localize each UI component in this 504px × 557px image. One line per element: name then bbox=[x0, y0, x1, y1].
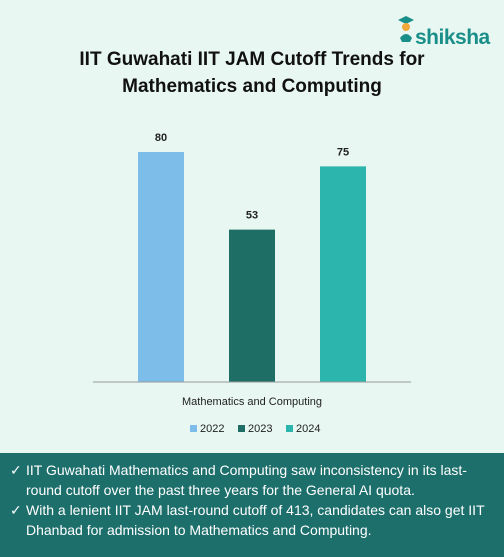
chart-title-line-2: Mathematics and Computing bbox=[122, 76, 382, 97]
x-category-label: Mathematics and Computing bbox=[182, 396, 322, 408]
legend: 2022 2023 2024 bbox=[190, 423, 320, 435]
data-label-2022: 80 bbox=[155, 132, 167, 144]
insight-item: ✓ IIT Guwahati Mathematics and Computing… bbox=[10, 460, 496, 500]
bar-2023 bbox=[229, 229, 275, 382]
data-label-2024: 75 bbox=[337, 146, 349, 158]
data-label-2023: 53 bbox=[246, 210, 258, 222]
chart-title: IIT Guwahati IIT JAM Cutoff Trends for M… bbox=[40, 46, 464, 100]
logo-text: shiksha bbox=[415, 26, 490, 49]
legend-label-2023: 2023 bbox=[248, 423, 272, 435]
bars-group: 80 53 75 bbox=[138, 132, 366, 382]
insight-text: With a lenient IIT JAM last-round cutoff… bbox=[26, 502, 485, 538]
shiksha-logo: shiksha bbox=[396, 10, 496, 50]
legend-swatch-2024 bbox=[286, 425, 293, 432]
legend-label-2022: 2022 bbox=[200, 423, 224, 435]
legend-label-2024: 2024 bbox=[296, 423, 320, 435]
chart-title-line-1: IIT Guwahati IIT JAM Cutoff Trends for bbox=[79, 49, 425, 70]
insight-text: IIT Guwahati Mathematics and Computing s… bbox=[26, 462, 467, 498]
graduate-icon bbox=[398, 16, 414, 42]
check-icon: ✓ bbox=[10, 502, 22, 518]
check-icon: ✓ bbox=[10, 462, 22, 478]
legend-swatch-2023 bbox=[238, 425, 245, 432]
bar-2022 bbox=[138, 152, 184, 382]
bar-2024 bbox=[320, 166, 366, 382]
insight-item: ✓ With a lenient IIT JAM last-round cuto… bbox=[10, 500, 496, 540]
legend-swatch-2022 bbox=[190, 425, 197, 432]
insights-footer: ✓ IIT Guwahati Mathematics and Computing… bbox=[0, 453, 504, 557]
